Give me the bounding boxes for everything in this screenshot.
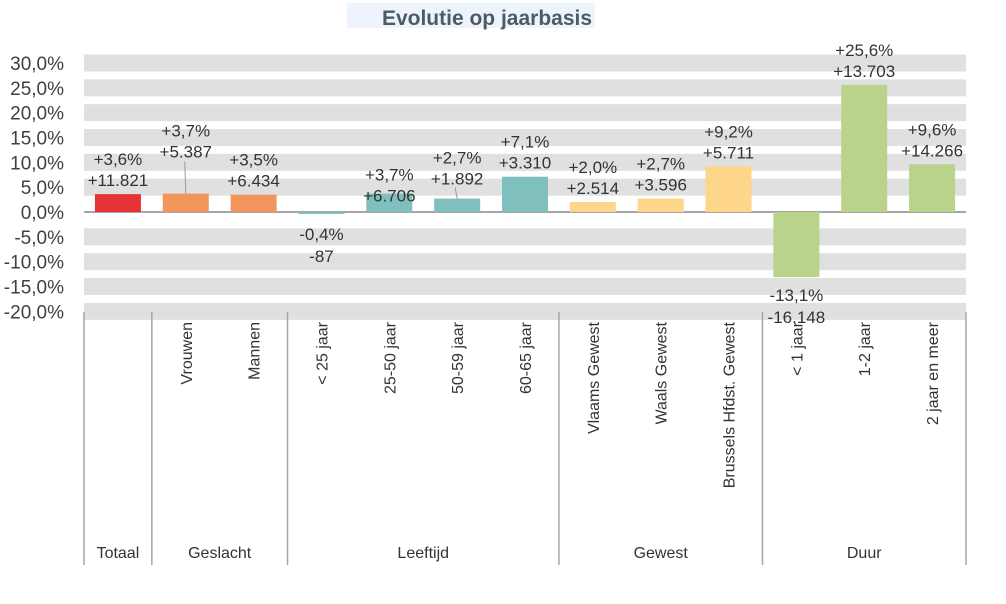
bar-2 <box>162 193 209 212</box>
group-label: Geslacht <box>188 545 252 562</box>
y-tick-label: 25,0% <box>10 79 64 100</box>
bar-4 <box>298 212 345 214</box>
data-label-pct: -0,4% <box>299 225 343 244</box>
grid-band <box>84 253 966 271</box>
data-label-pct: +3,5% <box>229 151 278 170</box>
y-tick-label: -10,0% <box>4 253 64 274</box>
bar-1 <box>94 194 141 212</box>
y-tick-label: 15,0% <box>10 129 64 150</box>
data-label-abs: +6.434 <box>227 172 279 191</box>
category-label: Vrouwen <box>179 322 196 385</box>
group-label: Leeftijd <box>397 545 449 562</box>
category-label: < 25 jaar <box>314 321 331 384</box>
category-label: Mannen <box>247 322 264 380</box>
bar-6 <box>434 198 481 212</box>
leader-line <box>184 161 187 194</box>
data-label-abs: -87 <box>309 247 334 266</box>
y-tick-label: 5,0% <box>21 178 64 199</box>
bar-5 <box>366 193 413 212</box>
category-label: < 1 jaar <box>789 321 806 375</box>
category-label: 1-2 jaar <box>857 321 874 376</box>
category-label: 2 jaar en meer <box>925 321 942 425</box>
group-label: Gewest <box>634 545 689 562</box>
data-label-abs: +13.703 <box>833 62 895 81</box>
grid-band <box>84 54 966 72</box>
y-tick-label: -20,0% <box>4 302 64 323</box>
category-label: 60-65 jaar <box>518 321 535 394</box>
data-label-abs: +3.310 <box>499 154 551 173</box>
bar-13 <box>909 164 956 212</box>
data-label-abs: -16.148 <box>768 308 826 327</box>
data-label-pct: +3,7% <box>161 122 210 141</box>
bar-12 <box>841 84 888 212</box>
bar-9 <box>637 198 684 212</box>
data-label-abs: +5.711 <box>703 143 754 162</box>
data-label-abs: +1.892 <box>431 170 483 189</box>
group-label: Totaal <box>97 545 140 562</box>
title-background <box>347 3 595 28</box>
y-tick-label: -15,0% <box>4 278 64 299</box>
chart-title: Evolutie op jaarbasis <box>382 7 592 30</box>
data-label-pct: +9,6% <box>908 120 957 139</box>
y-tick-label: 20,0% <box>10 104 64 125</box>
category-label: 50-59 jaar <box>450 321 467 394</box>
y-tick-label: 10,0% <box>10 153 64 174</box>
data-label-pct: +3,7% <box>365 166 414 185</box>
data-label-abs: +11.821 <box>88 171 149 190</box>
category-label: Brussels Hfdst. Gewest <box>722 321 739 488</box>
group-label: Duur <box>847 545 882 562</box>
data-label-abs: +3.596 <box>634 176 686 195</box>
grid-band <box>84 278 966 295</box>
data-label-abs: +2.514 <box>567 179 619 198</box>
y-tick-label: 30,0% <box>10 54 64 75</box>
y-tick-label: -5,0% <box>14 228 64 249</box>
category-label: Waals Gewest <box>654 321 671 424</box>
bar-10 <box>705 166 752 212</box>
grid-band <box>84 79 966 97</box>
bar-8 <box>569 202 616 212</box>
bar-7 <box>502 176 548 212</box>
bar-3 <box>230 194 277 212</box>
category-label: 25-50 jaar <box>382 321 399 394</box>
y-tick-label: 0,0% <box>21 203 64 224</box>
grid-band <box>84 228 966 246</box>
data-label-pct: +2,7% <box>433 149 482 168</box>
data-label-pct: +25,6% <box>835 41 893 60</box>
grid-band <box>84 129 966 146</box>
data-label-abs: +5.387 <box>160 143 212 162</box>
grid-band <box>84 302 966 320</box>
data-label-abs: +14.266 <box>901 141 963 160</box>
data-label-pct: +2,0% <box>569 158 618 177</box>
leader-line <box>454 187 458 199</box>
bar-11 <box>773 212 820 278</box>
data-label-pct: +3,6% <box>94 150 143 169</box>
data-label-pct: -13,1% <box>769 286 823 305</box>
category-label: Vlaams Gewest <box>586 321 603 434</box>
data-label-abs: +6.706 <box>363 187 415 206</box>
data-label-pct: +9,2% <box>704 122 753 141</box>
data-label-pct: +2,7% <box>636 155 685 174</box>
grid-band <box>84 104 966 122</box>
data-label-pct: +7,1% <box>501 133 550 152</box>
